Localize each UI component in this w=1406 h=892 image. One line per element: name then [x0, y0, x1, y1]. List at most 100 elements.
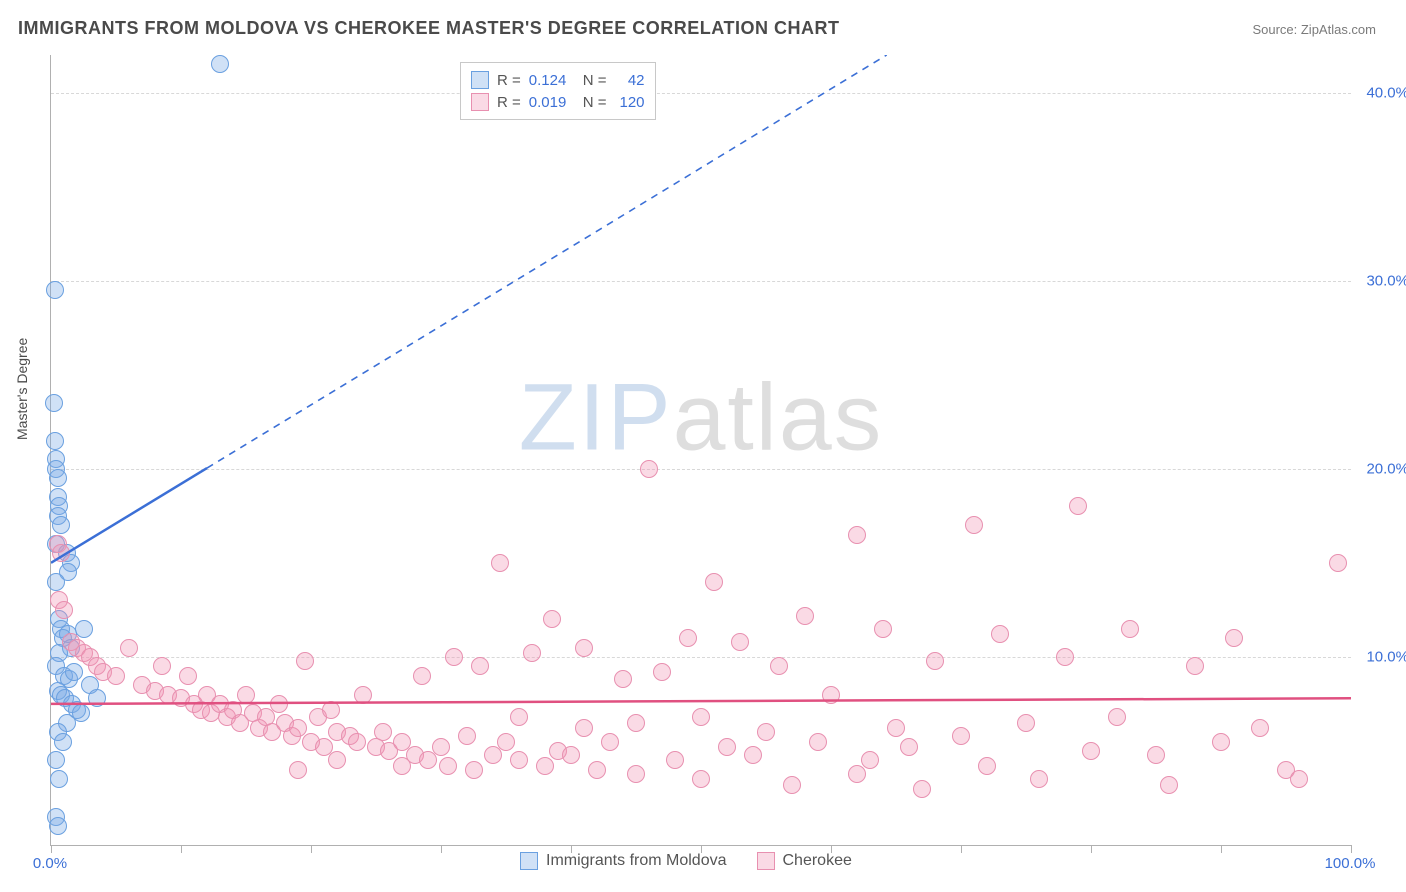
data-point-cherokee: [393, 757, 411, 775]
scatter-plot-area: ZIPatlas 10.0%20.0%30.0%40.0%: [50, 55, 1351, 846]
data-point-cherokee: [1329, 554, 1347, 572]
data-point-cherokee: [1212, 733, 1230, 751]
data-point-cherokee: [705, 573, 723, 591]
data-point-cherokee: [1056, 648, 1074, 666]
r-label: R =: [497, 94, 521, 111]
data-point-cherokee: [439, 757, 457, 775]
source-attribution: Source: ZipAtlas.com: [1252, 22, 1376, 37]
data-point-cherokee: [348, 733, 366, 751]
data-point-cherokee: [543, 610, 561, 628]
chart-title: IMMIGRANTS FROM MOLDOVA VS CHEROKEE MAST…: [18, 18, 839, 39]
data-point-cherokee: [296, 652, 314, 670]
data-point-cherokee: [510, 751, 528, 769]
watermark-part1: ZIP: [519, 365, 673, 471]
x-tick-label: 0.0%: [33, 855, 67, 872]
data-point-cherokee: [1108, 708, 1126, 726]
legend-item-cherokee: Cherokee: [757, 852, 852, 870]
data-point-cherokee: [322, 701, 340, 719]
data-point-cherokee: [913, 780, 931, 798]
data-point-moldova: [49, 817, 67, 835]
data-point-moldova: [211, 55, 229, 73]
data-point-cherokee: [458, 727, 476, 745]
data-point-cherokee: [952, 727, 970, 745]
n-value-cherokee: 120: [615, 94, 645, 111]
source-prefix: Source:: [1252, 22, 1300, 37]
data-point-cherokee: [328, 751, 346, 769]
x-tick: [961, 845, 962, 853]
data-point-cherokee: [744, 746, 762, 764]
x-tick: [441, 845, 442, 853]
y-axis-title: Master's Degree: [14, 338, 30, 440]
data-point-cherokee: [536, 757, 554, 775]
data-point-cherokee: [679, 629, 697, 647]
data-point-cherokee: [783, 776, 801, 794]
data-point-cherokee: [692, 770, 710, 788]
data-point-cherokee: [809, 733, 827, 751]
data-point-cherokee: [562, 746, 580, 764]
legend-row-cherokee: R = 0.019 N = 120: [471, 91, 645, 113]
data-point-cherokee: [575, 639, 593, 657]
data-point-cherokee: [179, 667, 197, 685]
source-name: ZipAtlas.com: [1301, 22, 1376, 37]
data-point-cherokee: [796, 607, 814, 625]
data-point-cherokee: [575, 719, 593, 737]
data-point-moldova: [54, 733, 72, 751]
data-point-cherokee: [991, 625, 1009, 643]
legend-row-moldova: R = 0.124 N = 42: [471, 69, 645, 91]
x-tick: [1091, 845, 1092, 853]
data-point-moldova: [88, 689, 106, 707]
swatch-moldova-bottom: [520, 852, 538, 870]
data-point-cherokee: [1225, 629, 1243, 647]
data-point-cherokee: [413, 667, 431, 685]
y-tick-label: 10.0%: [1359, 648, 1406, 665]
swatch-cherokee: [471, 93, 489, 111]
x-tick: [311, 845, 312, 853]
data-point-cherokee: [471, 657, 489, 675]
swatch-cherokee-bottom: [757, 852, 775, 870]
data-point-cherokee: [120, 639, 138, 657]
data-point-cherokee: [1251, 719, 1269, 737]
data-point-cherokee: [900, 738, 918, 756]
watermark: ZIPatlas: [519, 364, 883, 473]
y-tick-label: 40.0%: [1359, 84, 1406, 101]
data-point-cherokee: [666, 751, 684, 769]
data-point-cherokee: [107, 667, 125, 685]
data-point-cherokee: [289, 761, 307, 779]
r-value-cherokee: 0.019: [529, 94, 575, 111]
data-point-cherokee: [1186, 657, 1204, 675]
data-point-cherokee: [822, 686, 840, 704]
data-point-cherokee: [640, 460, 658, 478]
data-point-moldova: [46, 432, 64, 450]
data-point-moldova: [47, 751, 65, 769]
data-point-cherokee: [55, 601, 73, 619]
data-point-cherokee: [1017, 714, 1035, 732]
data-point-cherokee: [1147, 746, 1165, 764]
data-point-cherokee: [354, 686, 372, 704]
data-point-cherokee: [627, 714, 645, 732]
data-point-cherokee: [757, 723, 775, 741]
data-point-cherokee: [978, 757, 996, 775]
legend-label-cherokee: Cherokee: [783, 852, 852, 870]
data-point-cherokee: [237, 686, 255, 704]
watermark-part2: atlas: [673, 365, 884, 471]
data-point-moldova: [50, 770, 68, 788]
data-point-cherokee: [718, 738, 736, 756]
data-point-cherokee: [1121, 620, 1139, 638]
data-point-cherokee: [523, 644, 541, 662]
data-point-cherokee: [1160, 776, 1178, 794]
data-point-cherokee: [270, 695, 288, 713]
data-point-cherokee: [926, 652, 944, 670]
data-point-cherokee: [1030, 770, 1048, 788]
data-point-cherokee: [887, 719, 905, 737]
data-point-cherokee: [491, 554, 509, 572]
r-label: R =: [497, 72, 521, 89]
data-point-cherokee: [874, 620, 892, 638]
r-value-moldova: 0.124: [529, 72, 575, 89]
n-label: N =: [583, 94, 607, 111]
data-point-cherokee: [770, 657, 788, 675]
n-value-moldova: 42: [615, 72, 645, 89]
y-tick-label: 30.0%: [1359, 272, 1406, 289]
data-point-moldova: [49, 469, 67, 487]
series-legend: Immigrants from Moldova Cherokee: [520, 852, 852, 870]
data-point-cherokee: [1082, 742, 1100, 760]
